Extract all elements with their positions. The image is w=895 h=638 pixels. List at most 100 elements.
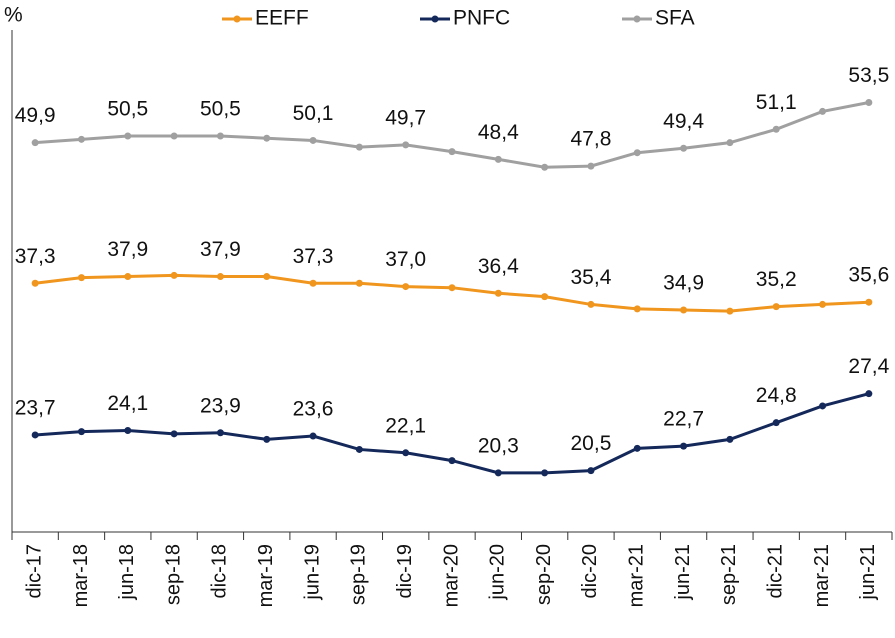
legend-label: PNFC — [453, 7, 510, 30]
legend-marker — [233, 15, 241, 23]
data-label: 37,9 — [107, 238, 148, 261]
data-point — [726, 435, 734, 443]
data-point — [772, 125, 780, 133]
x-tick-label: mar-19 — [255, 544, 277, 607]
data-point — [216, 132, 224, 140]
data-point — [633, 149, 641, 157]
data-label: 20,3 — [478, 434, 519, 457]
data-point — [170, 271, 178, 279]
x-tick-label: sep-20 — [533, 544, 555, 605]
data-point — [263, 273, 271, 281]
data-label: 47,8 — [571, 128, 612, 151]
data-point — [633, 305, 641, 313]
data-label: 49,4 — [663, 110, 704, 133]
data-point — [355, 445, 363, 453]
data-label: 53,5 — [848, 64, 889, 87]
x-tick-label: dic-21 — [764, 544, 786, 598]
legend-marker — [633, 15, 641, 23]
data-point — [680, 442, 688, 450]
legend-label: SFA — [655, 7, 695, 30]
data-point — [309, 136, 317, 144]
x-tick-label: dic-20 — [579, 544, 601, 598]
data-point — [170, 132, 178, 140]
legend-label: EEFF — [255, 7, 309, 30]
data-point — [726, 307, 734, 315]
data-point — [448, 457, 456, 465]
data-point — [680, 144, 688, 152]
data-point — [263, 134, 271, 142]
x-tick-label: dic-19 — [394, 544, 416, 598]
data-label: 36,4 — [478, 255, 519, 278]
x-tick-label: jun-19 — [301, 544, 323, 601]
data-point — [31, 279, 39, 287]
x-tick-label: jun-21 — [672, 544, 694, 601]
data-point — [77, 274, 85, 282]
data-label: 48,4 — [478, 121, 519, 144]
data-point — [541, 163, 549, 171]
data-label: 37,3 — [15, 245, 56, 268]
y-axis-label: % — [4, 4, 23, 27]
data-label: 22,7 — [663, 408, 704, 431]
data-point — [31, 139, 39, 147]
x-tick-label: mar-20 — [440, 544, 462, 607]
legend-marker — [431, 15, 439, 23]
data-point — [31, 431, 39, 439]
data-label: 35,4 — [571, 266, 612, 289]
data-point — [216, 273, 224, 281]
data-point — [633, 444, 641, 452]
data-label: 22,1 — [385, 414, 426, 437]
data-label: 24,1 — [107, 392, 148, 415]
data-label: 23,6 — [293, 398, 334, 421]
data-point — [309, 279, 317, 287]
x-tick-label: dic-17 — [23, 544, 45, 598]
x-tick-label: mar-18 — [70, 544, 92, 607]
x-tick-label: jun-20 — [487, 544, 509, 601]
data-label: 35,6 — [848, 264, 889, 287]
data-point — [494, 155, 502, 163]
data-label: 37,9 — [200, 238, 241, 261]
data-label: 23,9 — [200, 394, 241, 417]
data-point — [216, 429, 224, 437]
data-label: 35,2 — [756, 268, 797, 291]
data-point — [494, 469, 502, 477]
data-point — [309, 432, 317, 440]
data-point — [865, 99, 873, 107]
data-point — [865, 298, 873, 306]
data-point — [865, 390, 873, 398]
data-point — [726, 139, 734, 147]
data-point — [448, 148, 456, 156]
data-point — [124, 273, 132, 281]
data-point — [541, 469, 549, 477]
data-label: 37,0 — [385, 248, 426, 271]
data-point — [402, 283, 410, 291]
data-point — [77, 135, 85, 143]
data-point — [77, 428, 85, 436]
series-line — [35, 101, 870, 169]
data-point — [402, 141, 410, 149]
data-label: 50,1 — [293, 102, 334, 125]
data-point — [541, 293, 549, 301]
data-point — [819, 402, 827, 410]
x-tick-label: sep-19 — [348, 544, 370, 605]
data-point — [170, 430, 178, 438]
data-label: 24,8 — [756, 384, 797, 407]
data-point — [448, 284, 456, 292]
series-line — [34, 273, 869, 313]
data-point — [402, 449, 410, 457]
data-label: 50,5 — [107, 98, 148, 121]
data-label: 50,5 — [200, 98, 241, 121]
data-point — [124, 132, 132, 140]
x-tick-label: mar-21 — [811, 544, 833, 607]
data-label: 51,1 — [756, 91, 797, 114]
data-point — [587, 162, 595, 170]
data-point — [355, 143, 363, 151]
data-label: 20,5 — [571, 432, 612, 455]
data-label: 34,9 — [663, 272, 704, 295]
data-point — [680, 306, 688, 314]
x-tick-label: jun-21 — [857, 544, 879, 601]
data-label: 23,7 — [15, 396, 56, 419]
data-point — [587, 467, 595, 475]
data-point — [587, 300, 595, 308]
